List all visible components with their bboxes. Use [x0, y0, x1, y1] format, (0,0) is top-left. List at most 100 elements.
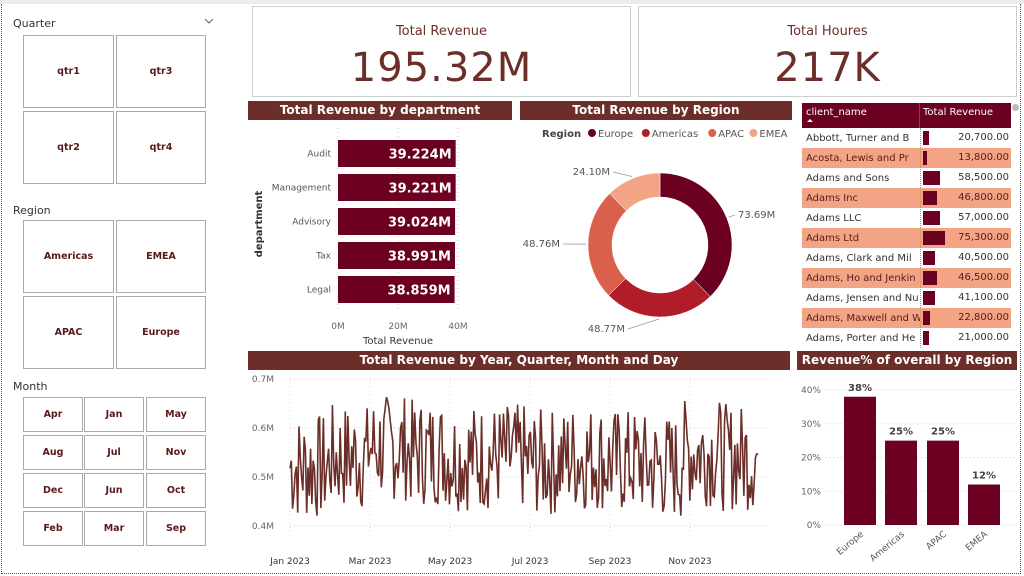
page-border-bottom	[1, 573, 1021, 574]
total-hours-card: Total Houres 217K	[638, 6, 1017, 97]
bar	[885, 440, 917, 525]
data-label: 38%	[848, 383, 872, 394]
y-tick-label: 20%	[801, 454, 821, 464]
slicer-tile-apac[interactable]: APAC	[23, 296, 114, 369]
sort-ascending-icon	[807, 119, 813, 122]
column-header-client-name[interactable]: client_name	[802, 103, 920, 128]
table-row[interactable]: Acosta, Lewis and Pr 13,800.00	[802, 148, 1011, 168]
page-border-left	[1, 4, 2, 574]
legend-marker	[588, 129, 596, 137]
slicer-tile-qtr2[interactable]: qtr2	[23, 111, 114, 184]
data-bar	[923, 311, 930, 325]
column-header-total-revenue[interactable]: Total Revenue	[923, 107, 994, 118]
x-tick-label: Nov 2023	[668, 557, 711, 567]
data-label: 38.859M	[387, 284, 450, 299]
quarter-slicer-title: Quarter	[13, 17, 56, 30]
x-axis-title: Total Revenue	[362, 336, 433, 347]
x-tick-label: Jan 2023	[269, 557, 310, 567]
data-bar	[923, 331, 930, 345]
y-tick-label: 0.5M	[252, 473, 274, 483]
table-row[interactable]: Adams, Porter and He 21,000.00	[802, 328, 1011, 348]
region-donut-chart: Region Europe Americas APAC EMEA 73.69M 48.77M…	[523, 129, 788, 335]
slicer-tile-nov[interactable]: Nov	[146, 435, 206, 470]
x-tick-label: APAC	[925, 530, 949, 553]
x-tick-label: Europe	[835, 529, 866, 557]
y-tick-label: Tax	[315, 252, 332, 262]
slicer-tile-oct[interactable]: Oct	[146, 473, 206, 508]
client-revenue-table: client_name Total Revenue Abbott, Turner…	[802, 103, 1011, 348]
slicer-tile-feb[interactable]: Feb	[23, 511, 83, 546]
legend-label: APAC	[718, 129, 744, 140]
slicer-tile-qtr4[interactable]: qtr4	[116, 111, 206, 184]
data-label: 39.224M	[389, 148, 452, 163]
card-value: 217K	[774, 45, 881, 91]
data-bar	[923, 251, 935, 265]
revenue-timeline-chart: 0.4M 0.5M 0.6M 0.7M Jan 2023 Mar 2023 May 2023…	[252, 375, 770, 567]
revenue-value: 46,800.00	[958, 192, 1009, 203]
slicer-tile-qtr3[interactable]: qtr3	[116, 35, 206, 108]
revenue-cell: 40,500.00	[920, 248, 1011, 268]
y-tick-label: 0%	[807, 521, 822, 531]
scrollbar-thumb[interactable]	[1012, 104, 1019, 111]
donut-slice	[659, 172, 733, 297]
table-row[interactable]: Adams and Sons 58,500.00	[802, 168, 1011, 188]
region-slicer-title: Region	[13, 204, 51, 217]
table-row[interactable]: Adams LLC 57,000.00	[802, 208, 1011, 228]
legend-label: Americas	[652, 129, 698, 140]
month-slicer-title: Month	[13, 380, 48, 393]
bar	[338, 276, 455, 303]
table-row[interactable]: Abbott, Turner and B 20,700.00	[802, 128, 1011, 148]
data-bar	[923, 171, 941, 185]
slicer-tile-europe[interactable]: Europe	[116, 296, 206, 369]
slicer-tile-mar[interactable]: Mar	[84, 511, 144, 546]
donut-slice	[609, 172, 661, 212]
revenue-cell: 41,100.00	[920, 288, 1011, 308]
donut-slice	[587, 193, 627, 296]
revenue-value: 46,500.00	[958, 272, 1009, 283]
dept-chart-title: Total Revenue by department	[248, 101, 512, 120]
slicer-tile-emea[interactable]: EMEA	[116, 220, 206, 293]
table-row[interactable]: Adams, Maxwell and W 22,800.00	[802, 308, 1011, 328]
slicer-tile-sep[interactable]: Sep	[146, 511, 206, 546]
table-header: client_name Total Revenue	[802, 103, 1011, 128]
slicer-tile-dec[interactable]: Dec	[23, 473, 83, 508]
bar	[338, 242, 455, 269]
slicer-tile-americas[interactable]: Americas	[23, 220, 114, 293]
table-row[interactable]: Adams Inc 46,800.00	[802, 188, 1011, 208]
y-tick-label: Advisory	[292, 218, 331, 228]
slicer-tile-may[interactable]: May	[146, 397, 206, 432]
slicer-tile-jan[interactable]: Jan	[84, 397, 144, 432]
client-name-cell: Adams and Sons	[806, 172, 890, 184]
y-tick-label: 40%	[801, 386, 821, 396]
data-label: 25%	[889, 427, 913, 438]
x-tick-label: 40M	[448, 322, 467, 332]
legend-title: Region	[542, 129, 581, 140]
slicer-tile-qtr1[interactable]: qtr1	[23, 35, 114, 108]
slicer-tile-aug[interactable]: Aug	[23, 435, 83, 470]
revenue-cell: 75,300.00	[920, 228, 1011, 248]
revenue-value: 21,000.00	[958, 332, 1009, 343]
x-tick-label: 20M	[388, 322, 407, 332]
slicer-tile-jul[interactable]: Jul	[84, 435, 144, 470]
table-row[interactable]: Adams, Clark and Mil 40,500.00	[802, 248, 1011, 268]
revenue-cell: 57,000.00	[920, 208, 1011, 228]
chevron-down-icon[interactable]	[204, 16, 214, 26]
slicer-tile-jun[interactable]: Jun	[84, 473, 144, 508]
data-bar	[923, 211, 940, 225]
table-row[interactable]: Adams, Jensen and Nu 41,100.00	[802, 288, 1011, 308]
data-bar	[923, 191, 937, 205]
x-tick-label: EMEA	[964, 529, 990, 553]
slicer-tile-apr[interactable]: Apr	[23, 397, 83, 432]
y-tick-label: Management	[272, 184, 332, 194]
x-tick-label: Jul 2023	[511, 557, 549, 567]
client-name-cell: Adams, Ho and Jenkin	[806, 272, 916, 284]
donut-slice	[608, 278, 711, 318]
card-label: Total Houres	[787, 24, 868, 39]
client-name-cell: Acosta, Lewis and Pr	[806, 152, 909, 164]
legend-label: EMEA	[759, 129, 787, 140]
x-tick-label: Americas	[868, 529, 907, 564]
client-name-cell: Adams LLC	[806, 212, 862, 224]
table-row[interactable]: Adams Ltd 75,300.00	[802, 228, 1011, 248]
table-row[interactable]: Adams, Ho and Jenkin 46,500.00	[802, 268, 1011, 288]
